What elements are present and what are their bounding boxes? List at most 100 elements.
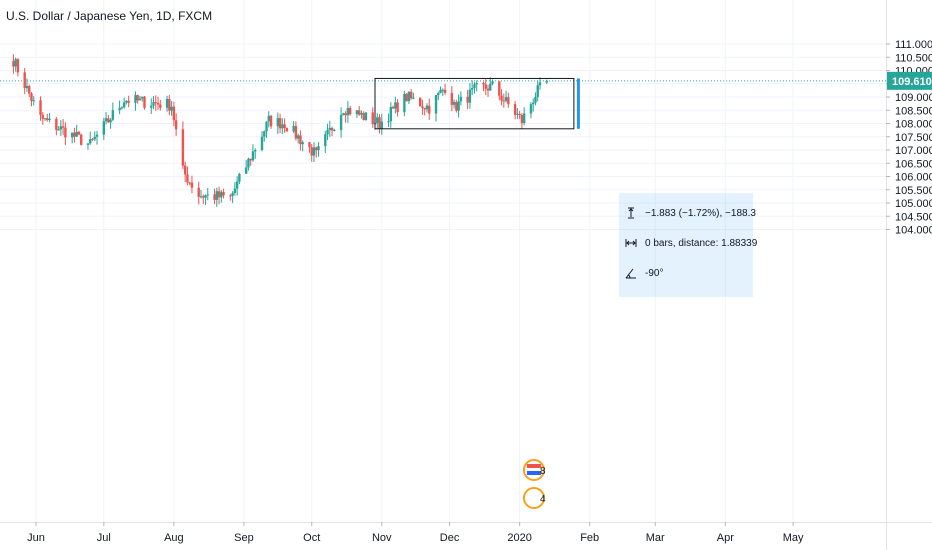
candle <box>12 54 15 74</box>
time-axis[interactable]: Jun Jul Aug Sep Oct Nov Dec 2020 Feb Mar Apr May <box>0 522 932 544</box>
candle-body <box>75 131 78 137</box>
candle <box>244 160 248 174</box>
candle <box>172 101 176 127</box>
us-flag-icon[interactable]: 8 <box>522 459 546 481</box>
time-tick-label: May <box>783 532 804 544</box>
event-count: 4 <box>540 494 546 505</box>
candle-body <box>168 99 171 111</box>
price-tick-label: 109.000 <box>895 92 932 104</box>
measure-bars-row: 0 bars, distance: 1.88339 <box>625 237 757 249</box>
candle-body <box>292 126 295 132</box>
candle <box>285 127 289 132</box>
candle <box>500 89 503 106</box>
candle-body <box>107 118 110 123</box>
candle-body <box>215 191 218 200</box>
candle-body <box>247 158 250 168</box>
candle-body <box>254 149 257 152</box>
candle-body <box>186 174 189 183</box>
candle-body <box>172 106 176 121</box>
candle-body <box>468 89 472 103</box>
price-tick-label: 110.500 <box>895 52 932 64</box>
time-tick-label: Apr <box>717 532 734 544</box>
candle <box>48 113 51 123</box>
candle-body <box>41 114 44 119</box>
candle <box>75 124 78 137</box>
candlestick-series[interactable] <box>12 54 548 207</box>
price-range-rectangle[interactable] <box>374 77 575 130</box>
candle-body <box>394 102 397 109</box>
candle <box>326 123 329 141</box>
candle <box>294 121 298 141</box>
candle <box>125 100 128 105</box>
candle <box>43 117 47 122</box>
candle <box>308 141 311 153</box>
price-tick-label: 105.500 <box>895 185 932 197</box>
candle-body <box>434 95 438 114</box>
candle-body <box>516 113 519 115</box>
candle <box>39 96 42 121</box>
candle <box>536 80 539 102</box>
candle-body <box>407 91 411 102</box>
candle-body <box>281 124 284 129</box>
time-tick-label: Dec <box>440 532 460 544</box>
current-price-badge <box>887 71 932 90</box>
candle <box>346 101 350 123</box>
candle <box>215 187 218 207</box>
candle-body <box>283 124 286 129</box>
candle-body <box>513 104 517 115</box>
candle <box>57 126 60 131</box>
candle <box>276 112 280 134</box>
candle <box>263 130 266 142</box>
candle-body <box>125 100 128 103</box>
candle <box>387 113 390 128</box>
time-tick-label: Aug <box>164 532 184 544</box>
candle-body <box>396 102 399 113</box>
candle-body <box>355 110 359 115</box>
candle-body <box>251 151 255 161</box>
candle-body <box>522 113 526 124</box>
candle <box>532 98 535 112</box>
candle-body <box>46 118 49 121</box>
candle-body <box>326 130 329 135</box>
candle <box>378 114 381 134</box>
flag-stripe <box>526 471 541 475</box>
candle-body <box>315 147 318 151</box>
calendar-event-icon[interactable]: 4 <box>522 487 546 509</box>
candle <box>441 88 444 96</box>
candle-body <box>80 134 83 145</box>
candle <box>61 119 65 135</box>
price-tick-label: 105.000 <box>895 198 932 210</box>
candle-body <box>455 102 458 111</box>
candle <box>439 86 442 94</box>
candle <box>522 107 526 126</box>
candle <box>459 91 463 106</box>
candle-body <box>181 129 185 166</box>
candle <box>120 106 124 110</box>
candle <box>443 83 447 95</box>
candle-body <box>174 120 178 130</box>
price-tick-label: 104.000 <box>895 225 932 237</box>
candle-body <box>459 96 463 102</box>
time-tick-label: Jul <box>97 532 111 544</box>
economic-events[interactable]: 84 <box>522 459 546 509</box>
price-axis[interactable]: 111.000110.500110.000109.500109.000108.5… <box>886 0 932 550</box>
candle-body <box>312 147 316 156</box>
candle-body <box>152 102 155 106</box>
measure-angle-row: -90° <box>625 267 663 279</box>
candle-body <box>165 99 169 108</box>
candle-body <box>89 139 92 144</box>
candle <box>183 161 187 183</box>
candle <box>260 131 264 152</box>
time-tick-label: Jun <box>27 532 45 544</box>
candle-body <box>498 81 501 96</box>
candle <box>220 189 223 203</box>
candle <box>315 146 318 158</box>
candle-body <box>143 96 146 108</box>
candle <box>391 105 395 109</box>
candle-body <box>39 100 42 115</box>
price-tick-label: 106.500 <box>895 158 932 170</box>
candle-body <box>233 188 237 193</box>
time-tick-label: Mar <box>646 532 665 544</box>
candle <box>434 94 438 122</box>
